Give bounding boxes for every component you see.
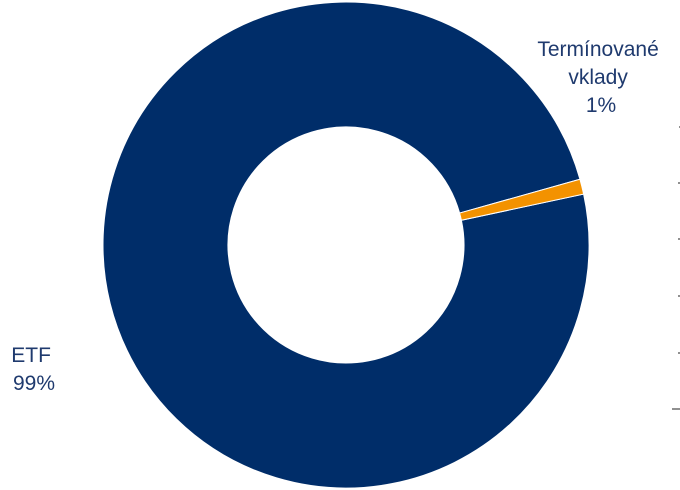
slice-label-terminovane-vklady-percent: 1% (586, 94, 616, 117)
slice-label-terminovane-vklady-line1: Termínované (537, 38, 658, 61)
donut-slice-etf (102, 1, 590, 489)
slice-label-terminovane-vklady: Termínované vklady 1% (537, 38, 664, 117)
slice-label-etf: ETF 99% (11, 344, 57, 395)
edge-dash-marks (672, 126, 680, 410)
slice-label-etf-percent: 99% (13, 372, 55, 395)
donut-slice-terminovane-vklady (458, 178, 585, 221)
slice-label-terminovane-vklady-line2: vklady (568, 66, 628, 89)
donut-slices (102, 1, 590, 489)
slice-label-etf-name: ETF (11, 344, 51, 367)
